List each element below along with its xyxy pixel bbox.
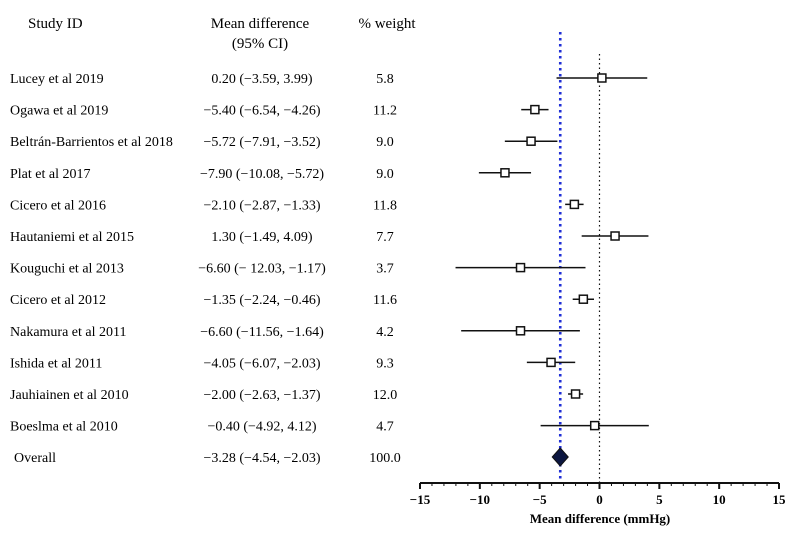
study-name: Kouguchi et al 2013 [10, 262, 124, 277]
study-row: Ogawa et al 2019 −5.40 (−6.54, −4.26) 11.2 [10, 104, 549, 119]
study-weight: 3.7 [376, 262, 394, 277]
study-weight: 11.2 [373, 104, 397, 119]
point-estimate-square [515, 326, 526, 336]
study-row: Beltrán-Barrientos et al 2018 −5.72 (−7.9… [10, 135, 558, 150]
study-weight: 9.0 [376, 135, 394, 150]
study-ci-text: −5.40 (−6.54, −4.26) [203, 104, 320, 119]
x-tick-label: 5 [656, 492, 663, 507]
study-weight: 11.8 [373, 198, 397, 213]
study-ci-text: −0.40 (−4.92, 4.12) [207, 420, 316, 435]
study-name: Ishida et al 2011 [10, 356, 102, 371]
study-weight: 11.6 [373, 293, 397, 308]
point-estimate-square [589, 420, 600, 431]
study-row: Lucey et al 2019 0.20 (−3.59, 3.99) 5.8 [10, 72, 648, 87]
study-name: Ogawa et al 2019 [10, 104, 108, 119]
point-estimate-square [570, 389, 581, 399]
header-study-id: Study ID [28, 16, 83, 32]
header-weight: % weight [358, 16, 416, 32]
study-row: Jauhiainen et al 2010 −2.00 (−2.63, −1.37… [10, 388, 584, 403]
study-ci-text: −1.35 (−2.24, −0.46) [203, 293, 320, 308]
study-name: Nakamura et al 2011 [10, 325, 127, 340]
reference-lines [558, 32, 601, 483]
study-name: Cicero et al 2012 [10, 293, 106, 308]
study-weight: 4.7 [376, 420, 394, 435]
overall-row: Overall −3.28 (−4.54, −2.03) 100.0 [14, 447, 569, 467]
study-ci-text: −2.00 (−2.63, −1.37) [203, 388, 320, 403]
point-estimate-square [530, 104, 540, 115]
header-effect-line2: (95% CI) [232, 36, 288, 52]
x-tick-label: 10 [713, 492, 726, 507]
study-ci-text: −6.60 (−11.56, −1.64) [200, 325, 324, 340]
point-estimate-square [546, 357, 556, 368]
study-rows: Lucey et al 2019 0.20 (−3.59, 3.99) 5.8 Oga… [10, 72, 649, 435]
study-name: Plat et al 2017 [10, 167, 91, 182]
study-row: Kouguchi et al 2013 −6.60 (− 12.03, −1.17… [10, 262, 586, 277]
study-ci-text: 1.30 (−1.49, 4.09) [211, 230, 313, 245]
point-estimate-square [515, 262, 526, 273]
study-weight: 5.8 [376, 72, 394, 87]
x-tick-label: −5 [533, 492, 547, 507]
study-weight: 7.7 [376, 230, 394, 245]
x-tick-label: −15 [410, 492, 431, 507]
study-ci-text: −5.72 (−7.91, −3.52) [203, 135, 320, 150]
study-ci-text: −4.05 (−6.07, −2.03) [203, 356, 320, 371]
study-weight: 12.0 [373, 388, 398, 403]
x-tick-label: −10 [470, 492, 490, 507]
study-ci-text: −7.90 (−10.08, −5.72) [200, 167, 324, 182]
study-weight: 4.2 [376, 325, 394, 340]
overall-diamond [551, 447, 569, 467]
study-name: Beltrán-Barrientos et al 2018 [10, 135, 173, 150]
point-estimate-square [526, 136, 536, 146]
study-weight: 9.3 [376, 356, 394, 371]
study-name: Boeslma et al 2010 [10, 420, 118, 435]
study-ci-text: 0.20 (−3.59, 3.99) [211, 72, 313, 87]
study-row: Plat et al 2017 −7.90 (−10.08, −5.72) 9.0 [10, 167, 532, 182]
study-name: Cicero et al 2016 [10, 198, 106, 213]
x-axis-title: Mean difference (mmHg) [530, 511, 671, 526]
study-name: Lucey et al 2019 [10, 72, 104, 87]
study-row: Ishida et al 2011 −4.05 (−6.07, −2.03) 9.3 [10, 356, 576, 371]
study-ci-text: −2.10 (−2.87, −1.33) [203, 198, 320, 213]
study-row: Cicero et al 2012 −1.35 (−2.24, −0.46) 11.… [10, 293, 594, 308]
overall-label: Overall [14, 451, 56, 466]
overall-ci-text: −3.28 (−4.54, −2.03) [203, 451, 320, 466]
overall-weight: 100.0 [369, 451, 401, 466]
x-tick-label: 15 [773, 492, 787, 507]
study-weight: 9.0 [376, 167, 394, 182]
header-effect-line1: Mean difference [211, 16, 310, 32]
study-row: Boeslma et al 2010 −0.40 (−4.92, 4.12) 4.7 [10, 420, 649, 435]
study-ci-text: −6.60 (− 12.03, −1.17) [198, 262, 326, 277]
point-estimate-square [610, 231, 620, 241]
point-estimate-square [578, 294, 589, 304]
x-tick-label: 0 [596, 492, 603, 507]
study-name: Jauhiainen et al 2010 [10, 388, 129, 403]
study-row: Cicero et al 2016 −2.10 (−2.87, −1.33) 11.… [10, 198, 584, 213]
point-estimate-square [500, 168, 510, 178]
point-estimate-square [597, 73, 607, 83]
study-name: Hautaniemi et al 2015 [10, 230, 134, 245]
study-row: Nakamura et al 2011 −6.60 (−11.56, −1.64)… [10, 325, 580, 340]
x-axis: −15 −10 −5 0 5 10 15 [410, 482, 787, 507]
point-estimate-square [569, 199, 580, 210]
study-row: Hautaniemi et al 2015 1.30 (−1.49, 4.09) 7… [10, 230, 649, 245]
